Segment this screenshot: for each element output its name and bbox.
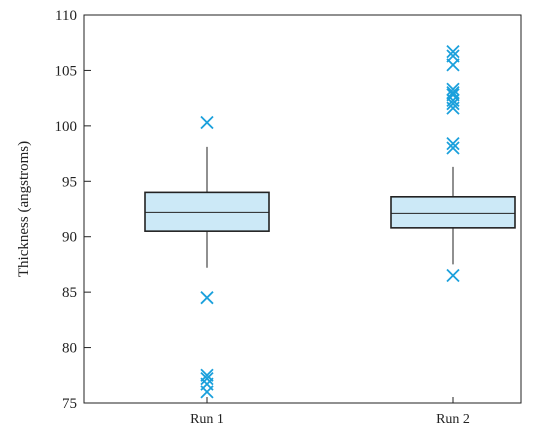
outlier-stroke [446, 141, 460, 155]
y-tick-label: 90 [62, 230, 77, 246]
box-iqr [390, 196, 516, 229]
outlier-point [446, 82, 460, 96]
y-tick-label: 75 [62, 396, 77, 412]
outlier-stroke [446, 49, 460, 63]
outlier-stroke [446, 82, 460, 96]
box-2 [390, 44, 516, 283]
outlier-stroke [446, 268, 460, 283]
outlier-point [200, 115, 214, 130]
y-tick-label: 95 [62, 174, 77, 190]
outlier-point [446, 44, 460, 59]
x-tick-label: Run 1 [190, 412, 224, 427]
outlier-point [200, 385, 214, 399]
outlier-point [200, 371, 214, 386]
y-tick-label: 110 [55, 8, 77, 24]
box-iqr [144, 191, 270, 232]
outlier-point [446, 88, 460, 102]
outlier-point [446, 136, 460, 151]
outlier-stroke [200, 115, 214, 130]
box-1 [144, 115, 270, 399]
y-tick-label: 100 [55, 119, 78, 135]
y-axis: 75 80 85 90 95 100 105 110 [55, 8, 91, 412]
x-axis: Run 1 Run 2 [190, 397, 470, 427]
y-tick-label: 105 [55, 63, 78, 79]
outlier-stroke [200, 371, 214, 386]
outlier-point [446, 141, 460, 155]
outlier-point [446, 268, 460, 283]
outlier-point [446, 85, 460, 100]
x-tick-label: Run 2 [436, 412, 470, 427]
boxes [144, 44, 516, 399]
y-axis-label: Thickness (angstroms) [16, 141, 32, 277]
y-tick-label: 80 [62, 341, 77, 357]
outlier-stroke [446, 44, 460, 59]
outlier-stroke [446, 136, 460, 151]
outlier-stroke [200, 291, 214, 305]
outlier-point [446, 49, 460, 63]
outlier-point [200, 291, 214, 305]
outlier-stroke [446, 88, 460, 102]
outlier-stroke [446, 85, 460, 100]
y-tick-label: 85 [62, 285, 77, 301]
plot-frame [83, 14, 522, 404]
outlier-stroke [200, 385, 214, 399]
